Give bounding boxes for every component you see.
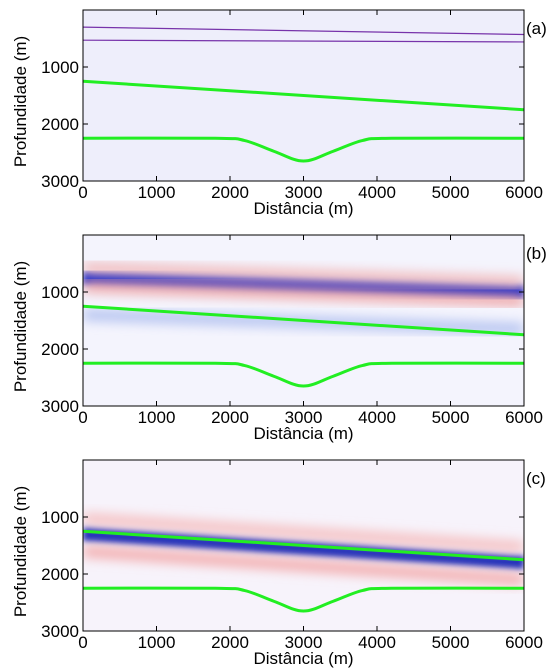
model-interfaces [83, 529, 524, 613]
wavefield-events [83, 26, 524, 43]
panel-b: 0 1000 2000 3000 4000 5000 6000100020003000Dis… [11, 234, 547, 443]
y-axis-label: Profundidade (m) [11, 486, 30, 617]
panel-c: 0 1000 2000 3000 4000 5000 6000100020003000Dis… [11, 459, 546, 668]
x-tick-label: 6000 [505, 183, 543, 202]
y-tick-label: 2000 [41, 565, 79, 584]
y-tick-label: 3000 [41, 172, 79, 191]
model-interfaces [83, 304, 524, 388]
x-axis-label: Distância (m) [253, 424, 353, 443]
y-axis-label: Profundidade (m) [11, 36, 30, 167]
reflection-event [83, 270, 524, 299]
y-tick-label: 1000 [41, 58, 79, 77]
x-tick-label: 2000 [211, 408, 249, 427]
x-tick-label: 3000 [285, 183, 323, 202]
x-tick-label: 2000 [211, 633, 249, 652]
x-axis-label: Distância (m) [253, 199, 353, 218]
syncline-interface-line [83, 136, 524, 163]
model-interfaces [83, 79, 524, 163]
x-tick-label: 4000 [358, 633, 396, 652]
panel-label: (c) [526, 469, 546, 488]
y-tick-label: 1000 [41, 283, 79, 302]
x-tick-label: 4000 [358, 408, 396, 427]
x-tick-label: 5000 [432, 183, 470, 202]
x-tick-label: 6000 [505, 633, 543, 652]
syncline-interface-line [83, 586, 524, 613]
x-tick-label: 5000 [432, 633, 470, 652]
syncline-interface-line [83, 361, 524, 388]
x-tick-label: 1000 [138, 183, 176, 202]
y-axis-label: Profundidade (m) [11, 261, 30, 392]
reflection-event [83, 546, 524, 585]
reflection-event [83, 263, 524, 288]
x-tick-label: 2000 [211, 183, 249, 202]
y-tick-label: 2000 [41, 340, 79, 359]
x-tick-label: 0 [78, 408, 87, 427]
reflection-event [83, 26, 524, 36]
dipping-interface-line [83, 79, 524, 112]
y-tick-label: 3000 [41, 622, 79, 641]
x-tick-label: 1000 [138, 633, 176, 652]
y-tick-label: 3000 [41, 397, 79, 416]
x-tick-label: 3000 [285, 408, 323, 427]
dipping-interface-line [83, 304, 524, 337]
y-tick-label: 2000 [41, 115, 79, 134]
panel-label: (a) [526, 19, 547, 38]
x-axis-label: Distância (m) [253, 649, 353, 668]
reflection-event [83, 281, 524, 306]
y-tick-label: 1000 [41, 508, 79, 527]
reflection-event [83, 39, 524, 43]
panel-label: (b) [526, 244, 547, 263]
x-tick-label: 0 [78, 633, 87, 652]
wavefield-events [83, 513, 524, 597]
x-tick-label: 3000 [285, 633, 323, 652]
x-tick-label: 5000 [432, 408, 470, 427]
reflection-event [83, 527, 524, 570]
panel-a: 0 1000 2000 3000 4000 5000 6000100020003000Dis… [11, 9, 547, 218]
x-tick-label: 6000 [505, 408, 543, 427]
x-tick-label: 1000 [138, 408, 176, 427]
x-tick-label: 0 [78, 183, 87, 202]
dipping-interface-line [83, 529, 524, 562]
reflection-event [83, 513, 524, 553]
x-tick-label: 4000 [358, 183, 396, 202]
